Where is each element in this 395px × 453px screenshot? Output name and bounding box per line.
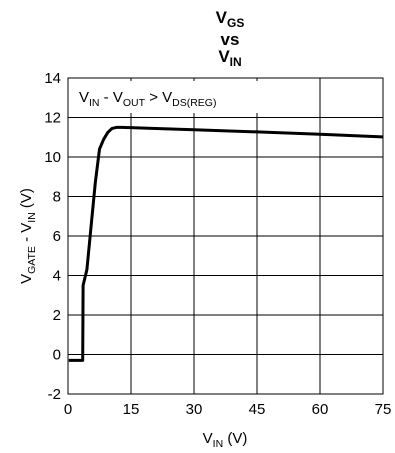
annotation-box: VIN - VOUT > VDS(REG) (72, 81, 262, 113)
y-tick-label: 6 (53, 228, 61, 245)
plot-frame (67, 77, 384, 395)
title-line-3: VIN (218, 47, 241, 69)
y-tick-label: 10 (44, 149, 61, 166)
x-tick-label: 75 (375, 401, 392, 418)
y-tick-label: 12 (44, 110, 61, 127)
x-tick-label: 0 (64, 401, 72, 418)
y-tick-label: 0 (53, 347, 61, 364)
x-tick-label: 15 (123, 401, 140, 418)
title-line-2: vs (221, 30, 240, 49)
title-line-1: VGS (216, 8, 245, 30)
x-tick-label: 30 (186, 401, 203, 418)
y-tick-label: -2 (48, 386, 61, 403)
x-tick-label: 45 (249, 401, 266, 418)
y-tick-label: 8 (53, 189, 61, 206)
x-axis-label: VIN (V) (203, 430, 248, 450)
y-tick-label: 14 (44, 70, 61, 87)
y-tick-label: 4 (53, 268, 61, 285)
grid (68, 78, 383, 394)
annotation-text: VIN - VOUT > VDS(REG) (79, 89, 216, 109)
chart-title: VGS vs VIN (216, 8, 245, 69)
x-tick-label: 60 (312, 401, 329, 418)
series-line (68, 125, 384, 362)
y-axis-label: VGATE - VIN (V) (18, 188, 38, 284)
annotation-background (72, 81, 262, 113)
y-tick-label: 2 (53, 307, 61, 324)
